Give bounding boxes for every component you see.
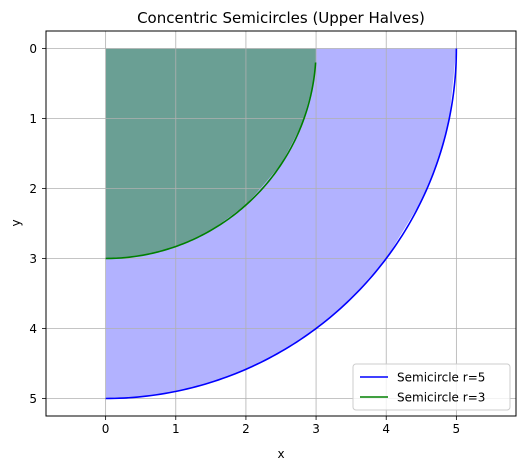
- y-tick-label-2: 2: [29, 182, 37, 196]
- y-tick-label-5: 5: [29, 392, 37, 406]
- x-ticks: 0 1 2 3 4 5: [102, 416, 460, 436]
- legend-label-r3: Semicircle r=3: [397, 391, 485, 405]
- legend-box: [352, 363, 511, 411]
- x-tick-label-0: 0: [102, 422, 110, 436]
- x-tick-label-2: 2: [242, 422, 250, 436]
- area-fill-r3: [105, 48, 317, 259]
- x-axis-label: x: [277, 447, 284, 461]
- legend-label-r5: Semicircle r=5: [397, 371, 485, 385]
- y-ticks: 0 1 2 3 4 5: [29, 42, 46, 406]
- series-line-r5: [105, 48, 458, 400]
- y-axis-label: y: [9, 219, 23, 226]
- chart-title: Concentric Semicircles (Upper Halves): [137, 9, 425, 27]
- legend: Semicircle r=5 Semicircle r=3: [352, 363, 511, 411]
- series-line-r3: [105, 62, 317, 260]
- area-fills: [105, 48, 457, 399]
- x-tick-label-3: 3: [312, 422, 320, 436]
- x-tick-label-5: 5: [453, 422, 461, 436]
- plot-frame: [45, 30, 517, 417]
- y-tick-label-3: 3: [29, 252, 37, 266]
- series-lines: [105, 48, 458, 400]
- y-tick-label-1: 1: [29, 112, 37, 126]
- y-tick-label-0: 0: [29, 42, 37, 56]
- x-tick-label-4: 4: [382, 422, 390, 436]
- x-tick-label-1: 1: [172, 422, 180, 436]
- y-tick-label-4: 4: [29, 322, 37, 336]
